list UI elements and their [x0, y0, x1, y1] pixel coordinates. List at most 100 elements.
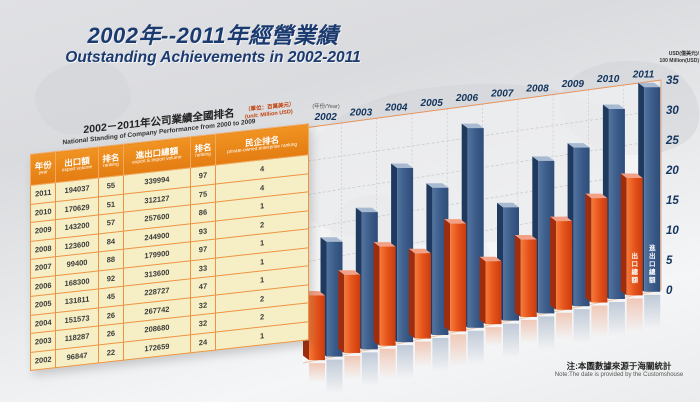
bar-reflection: [608, 301, 625, 336]
y-tick-label: 15: [666, 195, 679, 207]
bar-top-face: [444, 219, 467, 224]
bar-export-2009: [550, 216, 573, 340]
bar-reflection: [556, 312, 573, 340]
bar-reflection: [309, 363, 325, 383]
bar-top-face: [585, 193, 608, 199]
performance-table-panel: 2002－2011年公司業績全國排名 National Standing of …: [30, 97, 309, 371]
bar-front-face: [309, 295, 325, 361]
bar-top-face: [338, 270, 361, 275]
year-label: 2009: [561, 79, 585, 90]
bar-side-face: [585, 193, 592, 303]
bar-front-face: [344, 274, 361, 353]
bar-reflection: [361, 352, 378, 387]
source-note-en: Note:The date is provided by the Customs…: [554, 372, 684, 378]
bar-side-face: [479, 256, 486, 325]
year-label: 2010: [596, 74, 620, 85]
bar-front-face: [450, 223, 467, 332]
bar-top-face: [532, 156, 555, 161]
bar-export-2005: [408, 248, 431, 368]
bar-reflection: [538, 316, 555, 351]
bar-front-face: [556, 221, 573, 310]
bar-reflection: [326, 359, 343, 394]
y-axis-title-line2: 100 Million(USD): [660, 58, 700, 64]
series-label-char: 出: [631, 251, 638, 260]
series-label-char: 總: [649, 267, 656, 276]
bar-side-face: [408, 248, 415, 339]
year-label: 2002: [314, 112, 338, 123]
bar-reflection: [626, 298, 643, 333]
bar-side-face: [444, 219, 451, 332]
column-header-0: 年份 year: [30, 151, 56, 186]
series-label-char: 額: [648, 275, 656, 284]
column-header-1: 出口額 export volume: [55, 146, 99, 183]
bar-top-face: [638, 82, 661, 88]
bar-front-face: [626, 177, 643, 296]
y-tick-label: 0: [666, 285, 673, 297]
bar-reflection: [503, 323, 519, 358]
bar-export-2011: [620, 173, 643, 333]
y-tick-label: 10: [666, 225, 679, 237]
column-header-2: 排名 ranking: [98, 144, 124, 178]
year-label: 2004: [384, 103, 408, 114]
series-label-char: 出: [649, 251, 656, 260]
page-title-zh: 2002年--2011年經營業績: [87, 23, 339, 48]
source-note-zh: 注:本圖數據來源于海關統計: [566, 361, 672, 371]
year-label: 2005: [420, 98, 444, 109]
y-tick-label: 20: [665, 165, 679, 177]
performance-table: 年份 year 出口額 export volume 排名 ranking 進出口總額 expo…: [30, 123, 309, 371]
bar-reflection: [344, 355, 361, 380]
bar-side-face: [514, 235, 521, 317]
column-header-4: 排名 ranking: [190, 133, 216, 168]
bar-front-face: [591, 198, 608, 303]
bar-reflection: [379, 348, 396, 379]
bar-front-face: [414, 253, 431, 339]
bar-reflection: [397, 345, 414, 380]
table-cell: 22: [98, 341, 124, 363]
bar-side-face: [338, 270, 345, 353]
bar-front-face: [485, 261, 502, 325]
year-label: 2011: [632, 69, 655, 80]
series-label-char: 進: [649, 243, 656, 252]
bar-export-2006: [444, 219, 467, 367]
bar-top-face: [408, 248, 431, 254]
bar-reflection: [414, 341, 431, 368]
bar-top-face: [373, 242, 396, 247]
bar-front-face: [644, 87, 661, 292]
table-cell: 96847: [55, 344, 99, 368]
y-axis-title-line1: USD(億美元)/: [669, 50, 700, 57]
year-label: 2007: [490, 88, 514, 99]
bar-reflection: [591, 305, 608, 337]
series-label-char: 口: [631, 260, 638, 268]
table-cell: 24: [190, 331, 216, 353]
page-title: 2002年--2011年經營業績 Outstanding Achievement…: [38, 23, 388, 66]
y-tick-label: 30: [666, 105, 679, 117]
source-note: 注:本圖數據來源于海關統計 Note:The date is provided …: [540, 360, 698, 378]
bar-top-face: [550, 216, 573, 222]
series-label-char: 口: [649, 260, 656, 268]
y-tick-label: 25: [665, 135, 679, 147]
bar-front-face: [379, 246, 396, 346]
bar-top-face: [426, 183, 449, 188]
bar-top-face: [303, 290, 325, 296]
bar-reflection: [450, 334, 467, 367]
bar-export-2008: [514, 235, 537, 344]
x-axis-caption: (年份/Year): [312, 102, 339, 110]
bar-export-2003: [338, 270, 361, 380]
bar-top-face: [355, 207, 378, 213]
year-label: 2008: [525, 84, 549, 95]
bar-top-face: [602, 104, 625, 110]
bar-front-face: [520, 239, 537, 317]
bar-top-face: [391, 163, 414, 168]
year-label: 2003: [349, 107, 373, 118]
bar-reflection: [573, 309, 590, 344]
series-label-char: 額: [630, 275, 638, 284]
bar-top-face: [320, 237, 343, 242]
bar-top-face: [479, 256, 502, 262]
bar-export-2007: [479, 256, 502, 347]
bar-reflection: [644, 294, 661, 329]
year-label: 2006: [455, 93, 479, 104]
y-tick-label: 5: [666, 255, 673, 267]
bar-export-2010: [585, 193, 608, 337]
